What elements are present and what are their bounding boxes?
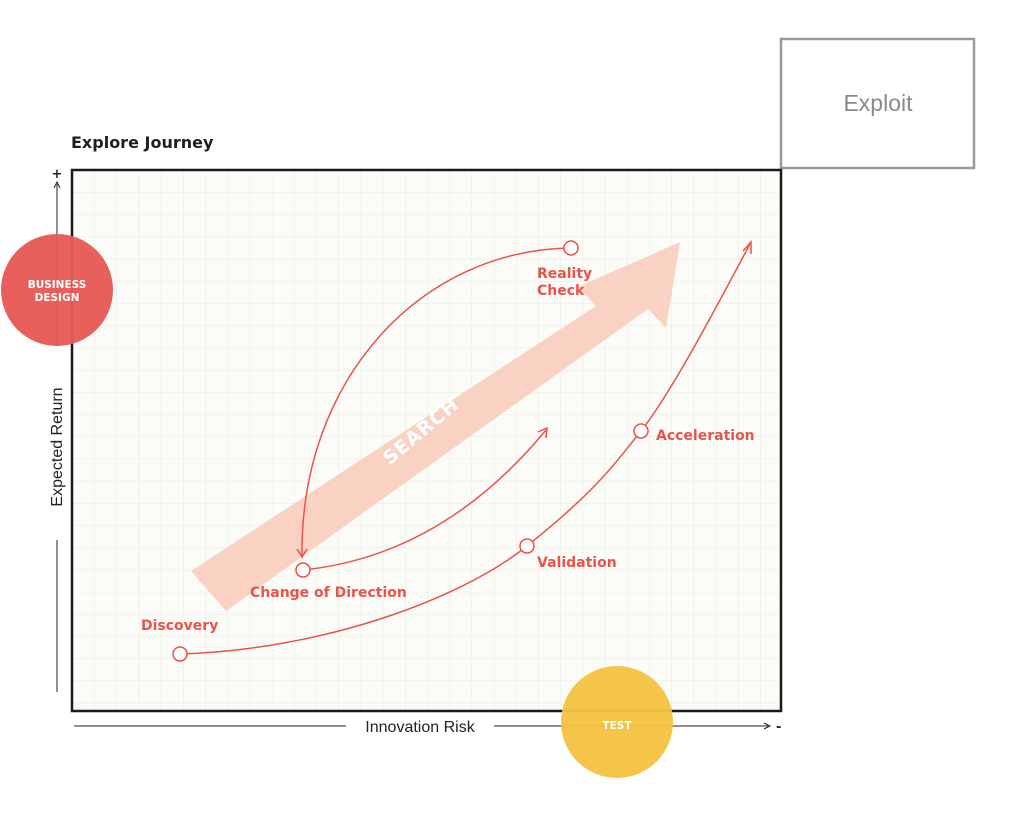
search-arrow bbox=[191, 242, 680, 611]
acceleration-arrowhead bbox=[742, 240, 752, 254]
y-axis-plus: + bbox=[52, 167, 63, 182]
pivot-curve bbox=[301, 247, 572, 557]
change-of-direction-label: Change of Direction bbox=[250, 585, 407, 601]
business-design-label-line2: DESIGN bbox=[35, 292, 80, 304]
x-axis-minus: - bbox=[776, 720, 781, 735]
diagram-title: Explore Journey bbox=[71, 133, 214, 152]
x-axis-label: Innovation Risk bbox=[365, 719, 475, 736]
plot-frame bbox=[70, 168, 783, 713]
validation-label: Validation bbox=[537, 555, 617, 571]
test-badge bbox=[561, 666, 673, 778]
reality-check-label-line2: Check bbox=[537, 283, 585, 299]
test-label: TEST bbox=[602, 720, 632, 732]
y-axis-label: Expected Return bbox=[49, 387, 66, 506]
discovery-node bbox=[172, 646, 188, 662]
reality-check-node bbox=[563, 240, 579, 256]
validation-node bbox=[519, 538, 535, 554]
change-of-direction-node bbox=[295, 562, 311, 578]
pivot-arrowhead bbox=[296, 548, 308, 559]
new-direction-arrowhead bbox=[537, 426, 548, 439]
main-growth-curve bbox=[179, 243, 751, 655]
reality-check-label-line1: Reality bbox=[537, 266, 592, 282]
business-design-badge bbox=[1, 234, 113, 346]
x-axis-arrowhead bbox=[763, 722, 772, 730]
y-axis-arrowhead bbox=[53, 180, 61, 189]
business-design-label-line1: BUSINESS bbox=[28, 279, 87, 291]
new-direction-curve bbox=[302, 429, 547, 571]
exploit-label: Exploit bbox=[843, 90, 913, 116]
acceleration-label: Acceleration bbox=[656, 428, 755, 444]
exploit-box bbox=[779, 37, 976, 170]
acceleration-node bbox=[633, 423, 649, 439]
discovery-label: Discovery bbox=[141, 618, 218, 634]
